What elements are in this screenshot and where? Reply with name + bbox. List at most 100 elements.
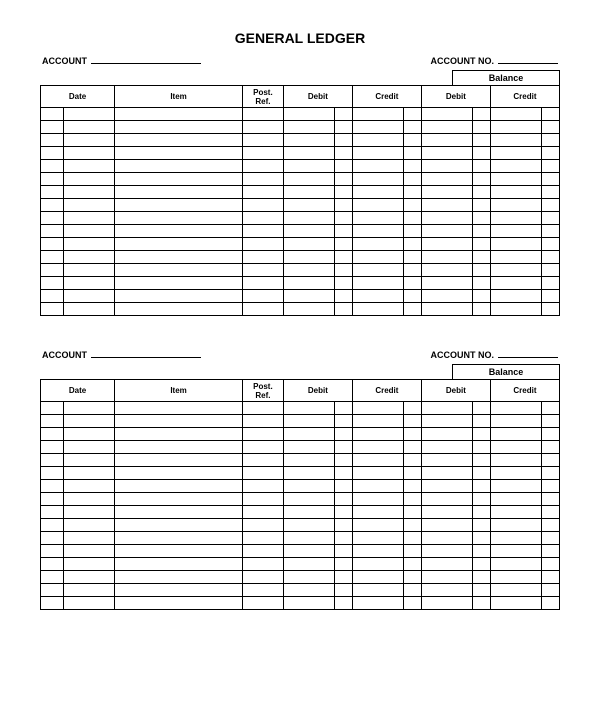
cell xyxy=(115,186,243,199)
cell xyxy=(404,303,422,316)
cell xyxy=(41,571,64,584)
cell xyxy=(64,441,115,454)
account-header: ACCOUNTACCOUNT NO. xyxy=(40,348,560,360)
table-header-row: DateItemPost.Ref.DebitCreditDebitCredit xyxy=(41,380,560,402)
cell xyxy=(421,290,472,303)
cell xyxy=(41,303,64,316)
table-row xyxy=(41,480,560,493)
cell xyxy=(334,199,352,212)
cell xyxy=(352,454,403,467)
cell xyxy=(404,186,422,199)
cell xyxy=(64,597,115,610)
cell xyxy=(283,251,334,264)
cell xyxy=(115,597,243,610)
cell xyxy=(404,519,422,532)
cell xyxy=(334,225,352,238)
cell xyxy=(283,558,334,571)
cell xyxy=(473,186,491,199)
cell xyxy=(404,160,422,173)
cell xyxy=(242,584,283,597)
cell xyxy=(64,225,115,238)
account-no-blank xyxy=(498,348,558,358)
cell xyxy=(421,147,472,160)
col-bal-debit: Debit xyxy=(421,86,490,108)
table-row xyxy=(41,597,560,610)
cell xyxy=(283,160,334,173)
cell xyxy=(64,303,115,316)
cell xyxy=(283,212,334,225)
cell xyxy=(41,186,64,199)
cell xyxy=(352,264,403,277)
cell xyxy=(421,173,472,186)
cell xyxy=(242,441,283,454)
cell xyxy=(473,303,491,316)
cell xyxy=(64,160,115,173)
cell xyxy=(490,558,541,571)
cell xyxy=(115,545,243,558)
cell xyxy=(542,264,560,277)
table-row xyxy=(41,121,560,134)
cell xyxy=(115,493,243,506)
cell xyxy=(41,134,64,147)
cell xyxy=(41,264,64,277)
cell xyxy=(490,597,541,610)
cell xyxy=(334,290,352,303)
table-header-row: DateItemPost.Ref.DebitCreditDebitCredit xyxy=(41,86,560,108)
cell xyxy=(542,415,560,428)
cell xyxy=(352,212,403,225)
cell xyxy=(542,467,560,480)
cell xyxy=(421,545,472,558)
table-row xyxy=(41,290,560,303)
cell xyxy=(421,506,472,519)
cell xyxy=(283,519,334,532)
col-debit: Debit xyxy=(283,380,352,402)
cell xyxy=(41,545,64,558)
cell xyxy=(542,584,560,597)
cell xyxy=(283,290,334,303)
cell xyxy=(41,532,64,545)
cell xyxy=(542,506,560,519)
cell xyxy=(473,558,491,571)
cell xyxy=(490,264,541,277)
cell xyxy=(64,121,115,134)
cell xyxy=(404,545,422,558)
cell xyxy=(242,571,283,584)
cell xyxy=(115,199,243,212)
cell xyxy=(542,199,560,212)
cell xyxy=(352,467,403,480)
cell xyxy=(473,545,491,558)
cell xyxy=(404,147,422,160)
cell xyxy=(242,545,283,558)
cell xyxy=(542,571,560,584)
table-row xyxy=(41,251,560,264)
cell xyxy=(404,402,422,415)
cell xyxy=(404,532,422,545)
cell xyxy=(473,290,491,303)
cell xyxy=(404,454,422,467)
cell xyxy=(242,428,283,441)
cell xyxy=(334,519,352,532)
cell xyxy=(490,199,541,212)
table-row xyxy=(41,199,560,212)
cell xyxy=(404,493,422,506)
cell xyxy=(283,597,334,610)
cell xyxy=(334,160,352,173)
cell xyxy=(473,199,491,212)
cell xyxy=(334,277,352,290)
table-row xyxy=(41,519,560,532)
cell xyxy=(421,467,472,480)
table-row xyxy=(41,467,560,480)
cell xyxy=(242,290,283,303)
cell xyxy=(334,558,352,571)
cell xyxy=(404,506,422,519)
cell xyxy=(283,225,334,238)
cell xyxy=(352,199,403,212)
cell xyxy=(352,584,403,597)
cell xyxy=(242,199,283,212)
cell xyxy=(283,108,334,121)
account-no-blank xyxy=(498,54,558,64)
cell xyxy=(283,493,334,506)
cell xyxy=(242,121,283,134)
cell xyxy=(64,506,115,519)
cell xyxy=(242,264,283,277)
